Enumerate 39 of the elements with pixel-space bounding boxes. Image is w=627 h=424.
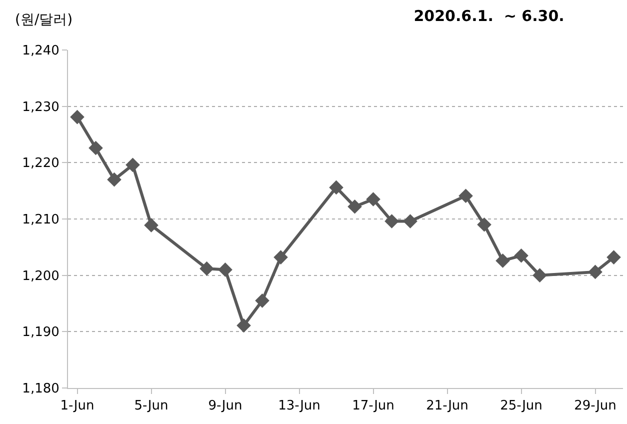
y-tick-label: 1,180 [22, 382, 60, 397]
point [458, 188, 473, 204]
x-tick-label: 29-Jun [574, 398, 616, 414]
point [348, 199, 362, 214]
y-tick-label: 1,190 [22, 325, 60, 340]
x-tick-label: 17-Jun [352, 398, 394, 414]
point [144, 218, 158, 232]
y-tick-label: 1,200 [22, 268, 60, 284]
point [255, 294, 270, 308]
point [588, 264, 602, 280]
point [606, 250, 621, 264]
x-tick-label: 5-Jun [134, 398, 168, 414]
point [70, 110, 84, 124]
point [107, 172, 122, 187]
point [532, 268, 547, 282]
point [366, 192, 380, 206]
point [329, 180, 344, 195]
y-tick-label: 1,210 [22, 212, 60, 228]
point [496, 254, 510, 268]
point [236, 318, 251, 333]
point [514, 248, 528, 263]
x-tick-label: 9-Jun [208, 398, 242, 414]
point [477, 217, 492, 232]
y-tick-label: 1,220 [22, 156, 60, 172]
x-tick-label: 25-Jun [500, 398, 542, 414]
point [403, 214, 418, 228]
x-tick-label: 21-Jun [426, 398, 468, 414]
x-tick-label: 13-Jun [278, 398, 320, 414]
y-tick-label: 1,240 [22, 44, 60, 59]
point [126, 158, 140, 172]
point [200, 261, 214, 276]
chart-title: 2020.6.1. ~ 6.30. [414, 7, 564, 26]
point [274, 250, 288, 264]
point [218, 262, 232, 277]
x-tick-label: 1-Jun [60, 398, 94, 414]
y-tick-label: 1,230 [22, 100, 60, 115]
point [88, 140, 103, 156]
point [384, 214, 399, 228]
y-axis-title: (원/달러) [15, 12, 73, 28]
